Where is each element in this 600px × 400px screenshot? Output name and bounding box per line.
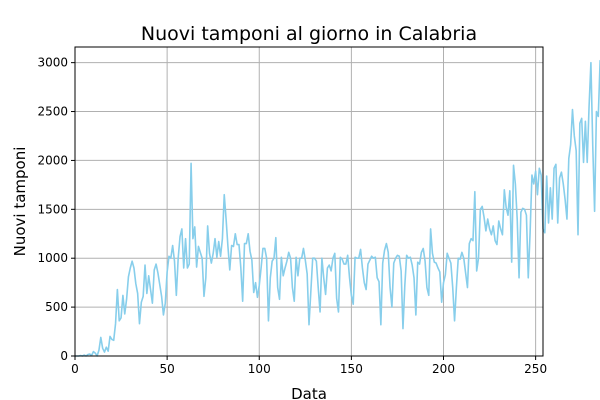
y-axis-label: Nuovi tamponi bbox=[11, 147, 29, 257]
x-axis-label: Data bbox=[291, 385, 327, 400]
x-tick-label: 200 bbox=[432, 362, 455, 376]
x-tick-label: 0 bbox=[71, 362, 79, 376]
y-tick-label: 1500 bbox=[37, 202, 68, 216]
x-tick-label: 150 bbox=[340, 362, 363, 376]
x-tick-label: 250 bbox=[524, 362, 547, 376]
y-tick-label: 500 bbox=[45, 300, 68, 314]
y-tick-label: 0 bbox=[60, 349, 68, 363]
x-tick-label: 100 bbox=[248, 362, 271, 376]
series-line bbox=[74, 59, 600, 357]
y-tick-label: 2000 bbox=[37, 153, 68, 167]
y-tick-label: 3000 bbox=[37, 56, 68, 70]
grid-lines bbox=[74, 47, 543, 357]
x-tick-label: 50 bbox=[159, 362, 174, 376]
chart-title: Nuovi tamponi al giorno in Calabria bbox=[141, 23, 477, 45]
y-tick-label: 1000 bbox=[37, 251, 68, 265]
y-tick-label: 2500 bbox=[37, 105, 68, 119]
plot-frame bbox=[74, 46, 544, 357]
